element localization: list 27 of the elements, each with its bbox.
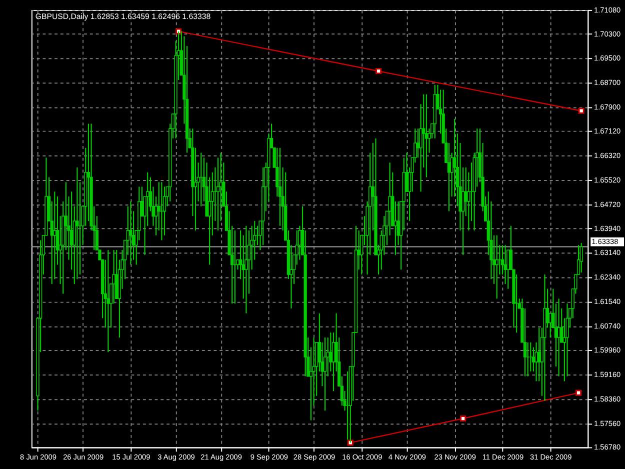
candlestick: [129, 200, 132, 266]
point: [176, 28, 182, 34]
candlestick: [495, 234, 498, 300]
candlestick: [244, 225, 248, 314]
candlestick: [506, 249, 510, 290]
candlestick: [388, 162, 392, 236]
candlestick: [557, 298, 560, 377]
candlestick: [194, 147, 198, 231]
candlestick: [538, 327, 541, 382]
candlestick: [106, 249, 110, 353]
candlestick: [53, 191, 56, 280]
candlestick: [278, 147, 282, 226]
candlestick: [323, 336, 327, 412]
candlestick: [76, 166, 79, 280]
point: [575, 390, 582, 396]
chart-title: GBPUSD,Daily 1.62853 1.63459 1.62496 1.63338: [35, 12, 212, 21]
point: [578, 108, 584, 114]
point: [460, 415, 466, 422]
candlestick: [298, 225, 302, 260]
point: [376, 68, 382, 74]
candlestick: [70, 191, 74, 270]
candlestick: [523, 308, 527, 377]
candlestick: [112, 249, 116, 304]
candlestick: [162, 186, 166, 236]
candlestick: [566, 302, 569, 377]
candlestick: [216, 157, 220, 231]
candlestick: [580, 242, 583, 273]
